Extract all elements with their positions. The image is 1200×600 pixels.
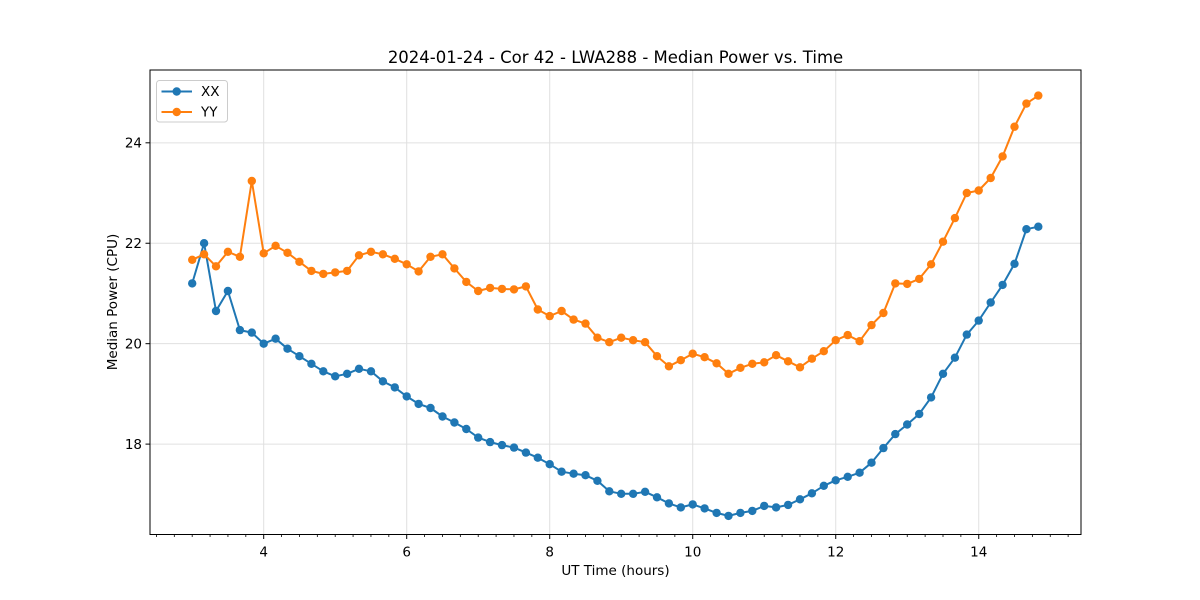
x-axis-label: UT Time (hours) [561,563,670,579]
svg-text:12: 12 [827,545,844,561]
legend-label-XX: XX [201,84,220,100]
plot-area [150,70,1081,535]
svg-text:18: 18 [125,437,142,453]
x-tick-labels: 4 6 8 10 12 14 [259,545,987,561]
legend-marker-YY [172,107,181,117]
svg-text:10: 10 [684,545,701,561]
legend-marker-XX [172,87,181,96]
x-axis-ticks [156,534,1069,539]
series-XX-markers [188,222,1043,521]
grid [150,70,1081,535]
legend: XX YY [156,80,228,123]
svg-text:8: 8 [545,545,554,561]
y-axis-label: Median Power (CPU) [105,233,121,371]
legend-label-YY: YY [200,105,218,121]
chart-title: 2024-01-24 - Cor 42 - LWA288 - Median Po… [387,48,844,67]
svg-text:24: 24 [125,136,142,152]
svg-text:4: 4 [259,545,268,561]
y-tick-labels: 18 20 22 24 [125,136,142,453]
series-YY-markers [188,91,1043,378]
y-axis-ticks [145,142,150,445]
svg-text:22: 22 [125,236,142,252]
legend-item-XX: XX [161,84,220,100]
svg-text:14: 14 [970,545,987,561]
svg-text:6: 6 [402,545,411,561]
svg-text:20: 20 [125,336,142,352]
plot-border [149,69,1082,535]
legend-item-YY: YY [161,105,218,121]
